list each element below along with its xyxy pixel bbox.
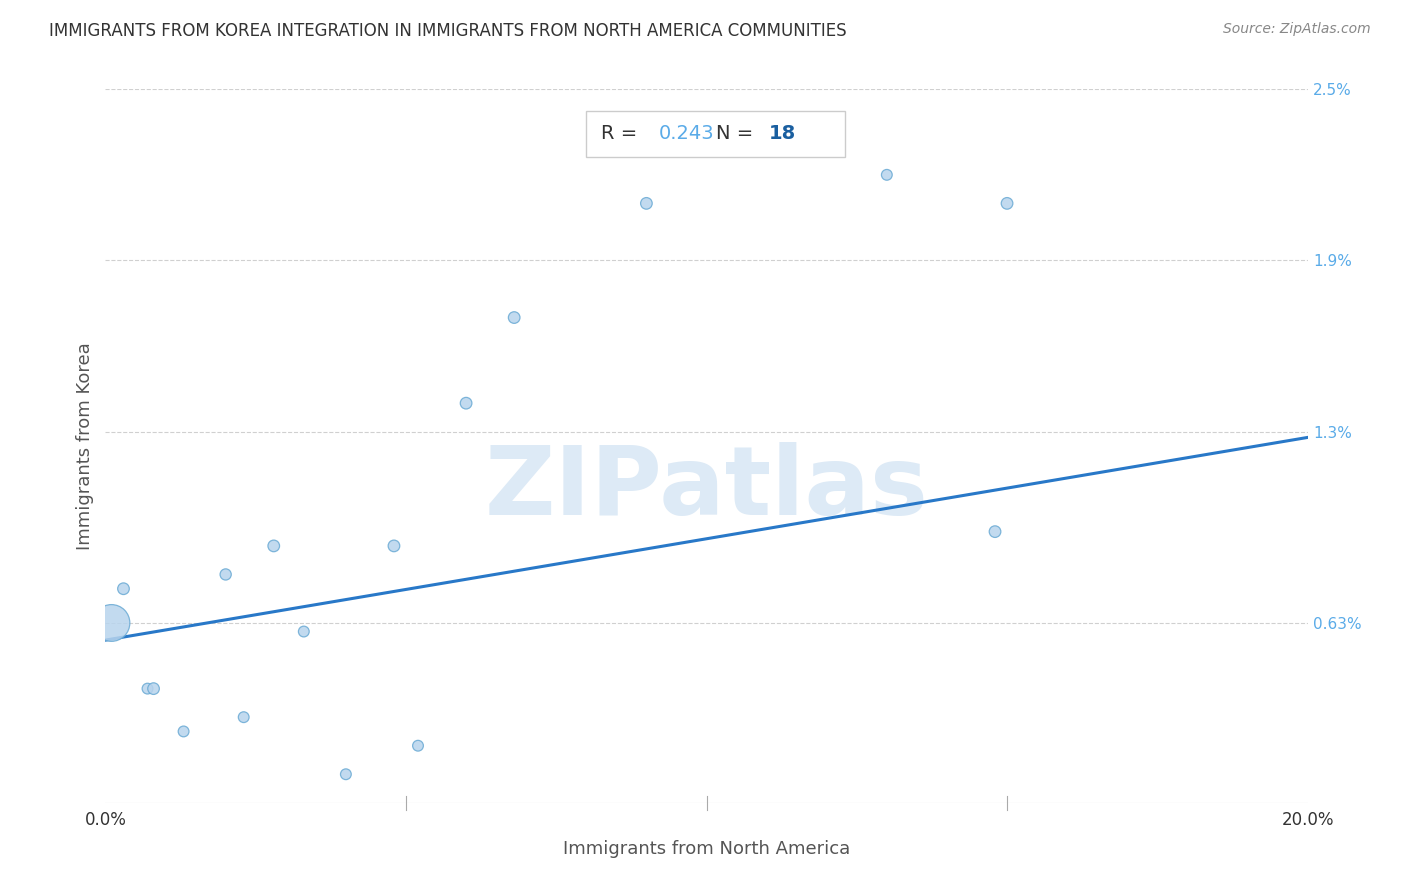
- Point: [173, 724, 195, 739]
- Point: [263, 539, 285, 553]
- Point: [406, 739, 429, 753]
- Point: [995, 196, 1018, 211]
- Text: ZIPatlas: ZIPatlas: [485, 442, 928, 535]
- Point: [636, 196, 658, 211]
- Text: N =: N =: [716, 124, 759, 144]
- Point: [142, 681, 165, 696]
- Point: [876, 168, 898, 182]
- Point: [503, 310, 526, 325]
- Text: 18: 18: [769, 124, 796, 144]
- Point: [214, 567, 236, 582]
- Point: [292, 624, 315, 639]
- Point: [232, 710, 254, 724]
- Point: [136, 681, 159, 696]
- Text: R =: R =: [600, 124, 643, 144]
- Point: [984, 524, 1007, 539]
- Point: [454, 396, 477, 410]
- Y-axis label: Immigrants from Korea: Immigrants from Korea: [76, 343, 94, 549]
- Point: [335, 767, 357, 781]
- Text: IMMIGRANTS FROM KOREA INTEGRATION IN IMMIGRANTS FROM NORTH AMERICA COMMUNITIES: IMMIGRANTS FROM KOREA INTEGRATION IN IMM…: [49, 22, 846, 40]
- Point: [100, 615, 122, 630]
- X-axis label: Immigrants from North America: Immigrants from North America: [562, 840, 851, 858]
- Text: Source: ZipAtlas.com: Source: ZipAtlas.com: [1223, 22, 1371, 37]
- Point: [112, 582, 135, 596]
- Text: 0.243: 0.243: [658, 124, 714, 144]
- Point: [382, 539, 405, 553]
- FancyBboxPatch shape: [586, 111, 845, 157]
